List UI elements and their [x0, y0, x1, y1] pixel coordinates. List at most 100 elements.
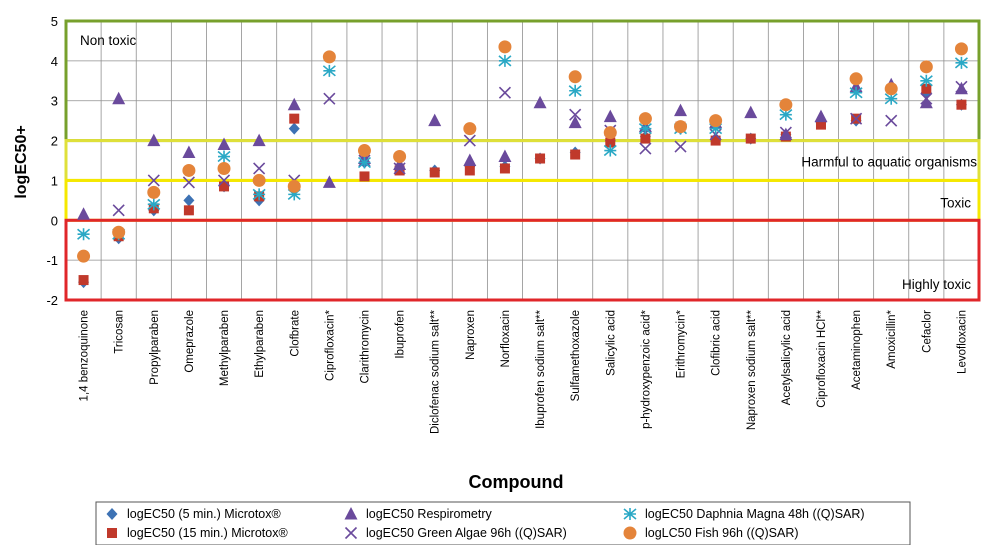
y-tick-label: 2 — [51, 134, 58, 149]
data-point — [77, 207, 91, 220]
data-point — [357, 144, 371, 158]
x-category-label: Ciprofloxacin HCl** — [816, 309, 828, 407]
data-point — [919, 74, 933, 87]
x-category-label: Methylparaben — [219, 310, 231, 386]
data-point — [77, 249, 91, 263]
data-point — [955, 80, 968, 93]
data-point — [217, 137, 231, 151]
data-point — [289, 113, 300, 124]
data-point — [815, 119, 826, 130]
data-point — [77, 228, 91, 241]
data-point — [322, 50, 336, 64]
legend-marker — [623, 526, 637, 540]
data-point — [603, 126, 617, 140]
data-point — [252, 188, 266, 201]
x-category-label: Ciprofloxacin* — [324, 309, 336, 380]
legend-marker — [623, 508, 637, 520]
data-point — [147, 133, 161, 147]
y-tick-label: 3 — [51, 94, 58, 109]
zone-label: Harmful to aquatic organisms — [801, 154, 977, 169]
x-category-label: Ibuprofen sodium salt** — [535, 309, 547, 428]
data-point — [429, 167, 440, 178]
data-point — [78, 275, 89, 286]
zone-bands: Non toxic Harmful to aquatic organisms Tox… — [64, 19, 981, 302]
data-point — [428, 113, 442, 127]
data-point — [849, 86, 863, 99]
data-point — [709, 114, 723, 128]
x-category-label: Naproxen — [465, 310, 477, 360]
x-category-label: Salicylic acid — [605, 310, 617, 376]
data-point — [709, 122, 723, 135]
data-point — [568, 115, 582, 129]
x-category-label: p-hydroxypenzoic acid* — [640, 309, 652, 428]
data-point — [112, 225, 126, 239]
data-point — [287, 179, 301, 193]
legend-label: logEC50 Green Algae 96h ((Q)SAR) — [366, 526, 567, 540]
data-point — [638, 122, 652, 135]
legend-label: logLC50 Fish 96h ((Q)SAR) — [645, 526, 799, 540]
x-category-label: Norfloxacin — [500, 310, 512, 368]
data-point — [322, 64, 336, 77]
y-axis-ticks: -2 -1 0 1 2 3 4 5 — [46, 14, 58, 308]
x-category-label: Omeprazole — [184, 310, 196, 373]
zone-band — [64, 218, 981, 302]
data-point — [638, 112, 652, 126]
data-point — [674, 120, 688, 134]
data-point — [183, 205, 194, 216]
data-point — [463, 122, 477, 136]
data-point — [252, 173, 266, 187]
x-category-label: Levofloxacin — [956, 310, 968, 374]
data-point — [252, 133, 266, 147]
x-category-label: Diclofenac sodium salt** — [430, 309, 442, 434]
data-point — [603, 109, 617, 123]
data-point — [182, 145, 196, 159]
legend-marker — [107, 528, 117, 538]
data-point — [217, 161, 231, 175]
data-point — [779, 108, 793, 121]
x-category-label: Erithromycin* — [676, 309, 688, 378]
data-point — [920, 92, 933, 105]
data-point — [745, 133, 756, 144]
x-category-label: Tricosan — [114, 310, 126, 354]
data-point — [393, 150, 407, 164]
data-point — [498, 149, 512, 163]
data-point — [954, 56, 968, 69]
y-axis-title: logEC50+ — [13, 125, 30, 198]
data-point — [182, 176, 195, 189]
legend-marker — [344, 526, 358, 540]
data-point — [217, 150, 231, 163]
data-point — [640, 133, 651, 144]
data-point — [147, 198, 161, 211]
legend: logEC50 (5 min.) Microtox® logEC50 (15 mi… — [95, 501, 911, 545]
y-tick-label: 5 — [51, 14, 58, 29]
data-point — [147, 174, 160, 187]
data-point — [568, 84, 582, 97]
data-point — [850, 112, 863, 125]
data-points — [77, 40, 968, 289]
legend-label: logEC50 (5 min.) Microtox® — [127, 507, 281, 521]
data-point — [885, 114, 898, 127]
data-point — [921, 83, 932, 94]
data-point — [463, 134, 476, 147]
x-axis-title: Compound — [469, 472, 564, 492]
x-category-label: Propylparaben — [149, 310, 161, 385]
data-point — [919, 60, 933, 74]
data-point — [535, 153, 546, 164]
data-point — [112, 91, 126, 105]
data-point — [499, 163, 510, 174]
legend-label: logEC50 (15 min.) Microtox® — [127, 526, 288, 540]
data-point — [674, 140, 687, 153]
data-point — [744, 105, 758, 119]
legend-label: logEC50 Daphnia Magna 48h ((Q)SAR) — [645, 507, 865, 521]
data-point — [884, 82, 898, 96]
data-point — [884, 92, 898, 105]
data-point — [393, 162, 406, 175]
data-point — [710, 135, 721, 146]
data-point — [954, 42, 968, 56]
data-point — [112, 204, 125, 217]
data-point — [814, 109, 828, 123]
data-point — [183, 194, 195, 207]
data-point — [182, 163, 196, 177]
data-point — [605, 137, 616, 148]
x-category-label: Clofbrate — [289, 310, 301, 357]
